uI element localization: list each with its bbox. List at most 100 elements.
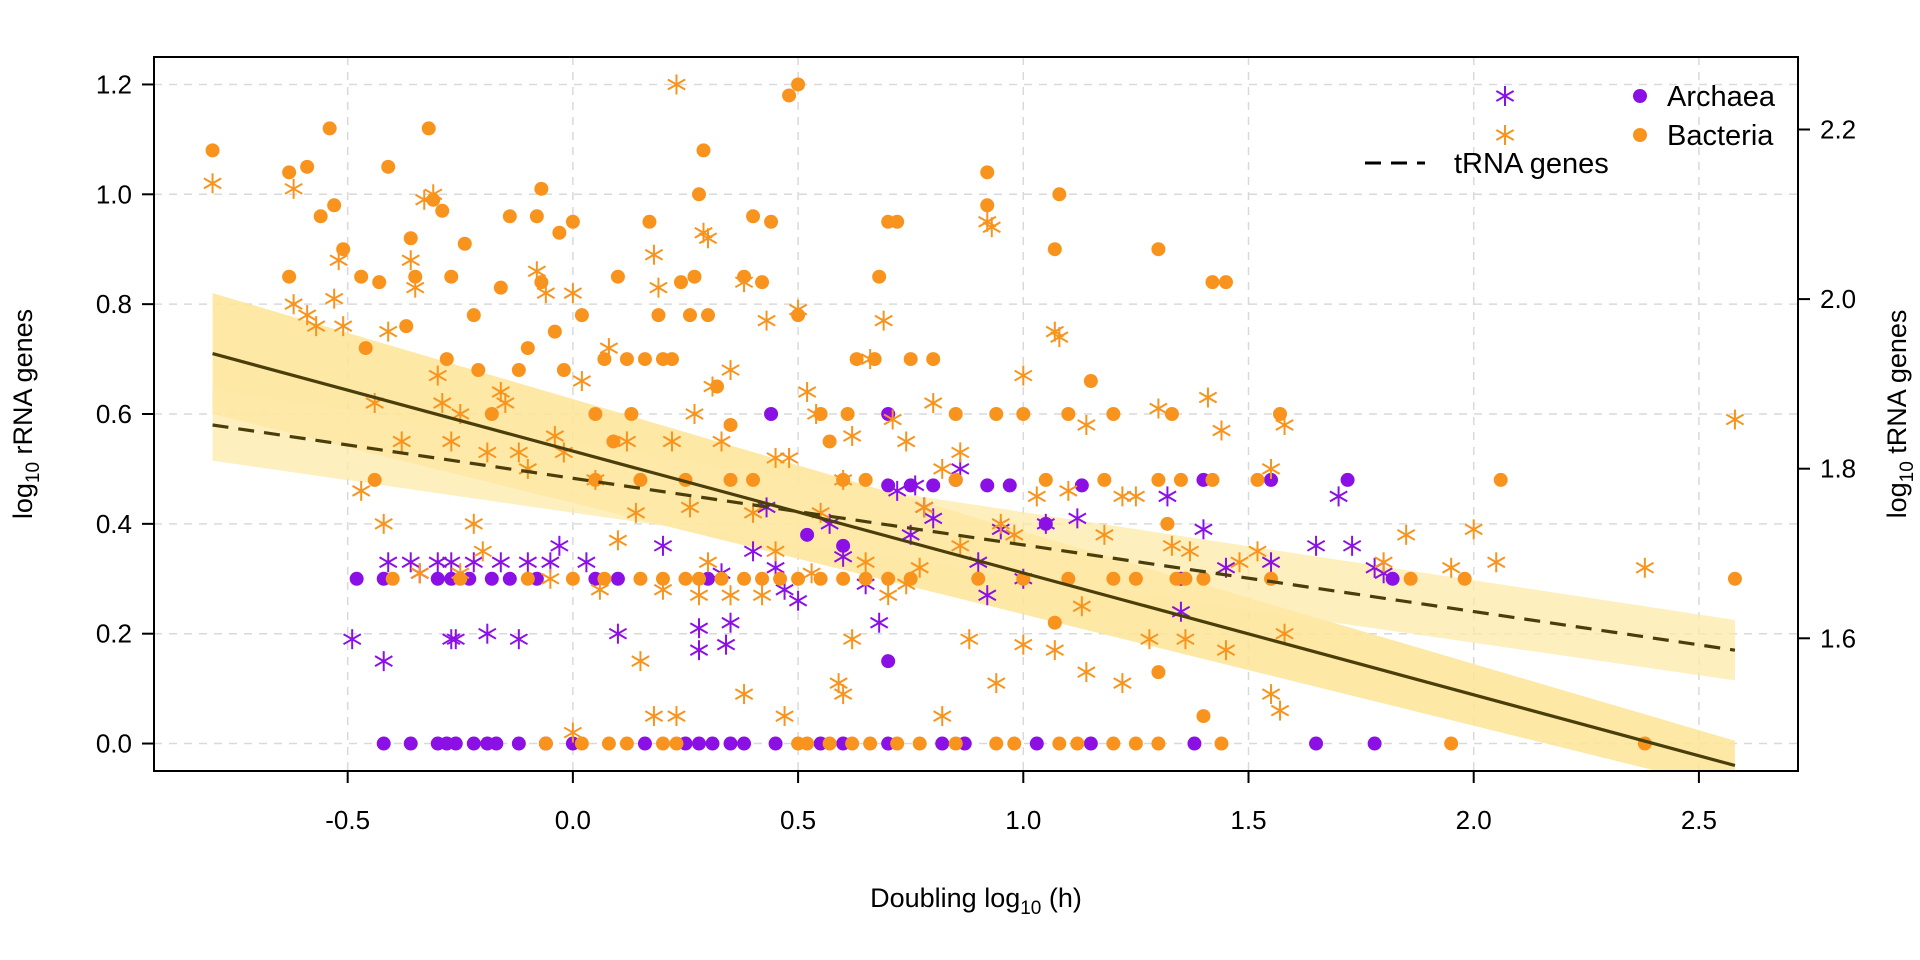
bacteria-asterisk-point xyxy=(883,409,902,430)
bacteria-circle-point xyxy=(1493,472,1508,487)
bacteria-asterisk-point xyxy=(1162,535,1182,556)
bacteria-circle-point xyxy=(1403,571,1418,586)
bacteria-asterisk-point xyxy=(1396,524,1416,545)
bacteria-circle-point xyxy=(547,324,562,339)
bacteria-asterisk-point xyxy=(721,360,740,381)
bacteria-circle-point xyxy=(534,181,549,196)
bacteria-asterisk-point xyxy=(721,585,740,606)
bacteria-asterisk-point xyxy=(536,283,556,304)
archaea-asterisk-point xyxy=(442,552,461,573)
archaea-circle-point xyxy=(768,736,783,751)
archaea-asterisk-point xyxy=(1158,486,1177,507)
bacteria-circle-point xyxy=(948,407,963,421)
legend-trna-label: tRNA genes xyxy=(1454,148,1609,180)
bacteria-circle-point xyxy=(1151,665,1166,680)
bacteria-asterisk-point xyxy=(284,178,303,199)
archaea-circle-point xyxy=(349,571,364,586)
bacteria-circle-point xyxy=(858,472,873,487)
bacteria-asterisk-point xyxy=(1275,414,1294,435)
legend-bacteria-circle-icon xyxy=(1633,128,1647,142)
bacteria-asterisk-point xyxy=(915,497,934,518)
bacteria-asterisk-point xyxy=(806,404,826,424)
bacteria-circle-point xyxy=(858,571,873,586)
bacteria-asterisk-point xyxy=(1050,327,1069,348)
y-tick-label: 0.4 xyxy=(96,509,132,539)
archaea-circle-point xyxy=(489,736,504,751)
archaea-asterisk-point xyxy=(833,546,853,567)
bacteria-circle-point xyxy=(764,214,779,229)
bacteria-asterisk-point xyxy=(1374,552,1393,573)
archaea-circle-point xyxy=(484,571,499,586)
bacteria-circle-point xyxy=(574,308,589,323)
bacteria-circle-point xyxy=(574,736,589,751)
bacteria-circle-point xyxy=(282,165,297,180)
bacteria-asterisk-point xyxy=(590,579,610,600)
bacteria-circle-point xyxy=(403,231,418,246)
bacteria-circle-point xyxy=(755,275,770,290)
bacteria-circle-point xyxy=(1178,571,1193,586)
archaea-circle-point xyxy=(502,571,517,586)
y-tick-label: 1.2 xyxy=(96,69,132,99)
bacteria-asterisk-point xyxy=(541,568,560,589)
bacteria-asterisk-point xyxy=(1126,486,1146,507)
archaea-circle-point xyxy=(466,736,481,751)
archaea-asterisk-point xyxy=(1329,486,1348,507)
bacteria-circle-point xyxy=(457,236,472,251)
bacteria-circle-point xyxy=(484,407,499,421)
bacteria-asterisk-point xyxy=(433,393,452,414)
bacteria-asterisk-point xyxy=(1464,519,1483,540)
bacteria-circle-point xyxy=(948,472,963,487)
y2-tick-label: 2.2 xyxy=(1820,115,1856,145)
y2-tick-label: 2.0 xyxy=(1820,284,1856,314)
bacteria-circle-point xyxy=(849,352,864,367)
legend-bacteria-label: Bacteria xyxy=(1667,120,1774,152)
bacteria-circle-point xyxy=(205,143,220,158)
archaea-asterisk-point xyxy=(446,629,465,650)
x-tick-label: 0.0 xyxy=(555,805,591,835)
bacteria-circle-point xyxy=(619,736,634,751)
bacteria-asterisk-point xyxy=(379,321,398,342)
bacteria-asterisk-point xyxy=(982,217,1001,238)
x-tick-label: 2.5 xyxy=(1681,805,1717,835)
bacteria-asterisk-point xyxy=(563,283,583,304)
bacteria-circle-point xyxy=(1007,736,1022,751)
bacteria-asterisk-point xyxy=(545,425,565,446)
legend-archaea-label: Archaea xyxy=(1667,81,1776,113)
bacteria-circle-point xyxy=(588,407,603,421)
bacteria-asterisk-point xyxy=(392,431,411,452)
bacteria-asterisk-point xyxy=(644,244,664,265)
bacteria-asterisk-point xyxy=(752,585,772,606)
bacteria-asterisk-point xyxy=(203,173,222,194)
bacteria-asterisk-point xyxy=(325,288,344,309)
bacteria-circle-point xyxy=(538,736,553,751)
bacteria-asterisk-point xyxy=(712,431,731,452)
archaea-circle-point xyxy=(881,478,896,493)
y2-tick-label: 1.8 xyxy=(1820,454,1856,484)
legend-archaea-circle-mark xyxy=(1633,89,1647,103)
bacteria-asterisk-point xyxy=(1487,552,1506,573)
bacteria-asterisk-point xyxy=(1045,321,1064,342)
bacteria-circle-point xyxy=(872,269,887,284)
bacteria-circle-point xyxy=(791,571,806,586)
bacteria-circle-point xyxy=(633,472,648,487)
bacteria-asterisk-point xyxy=(1180,541,1200,562)
bacteria-asterisk-point xyxy=(1045,640,1064,661)
bacteria-circle-point xyxy=(633,571,648,586)
bacteria-circle-point xyxy=(597,352,612,367)
bacteria-asterisk-point xyxy=(1248,541,1267,562)
bacteria-circle-point xyxy=(354,269,369,284)
bacteria-circle-point xyxy=(714,571,729,586)
bacteria-asterisk-point xyxy=(491,382,510,403)
bacteria-asterisk-point xyxy=(910,557,929,578)
archaea-asterisk-point xyxy=(374,651,393,672)
bacteria-asterisk-point xyxy=(662,431,682,452)
y-tick-label: 0.8 xyxy=(96,289,132,319)
archaea-asterisk-point xyxy=(491,552,510,573)
bacteria-circle-point xyxy=(678,571,693,586)
legend-archaea-asterisk-icon xyxy=(1495,86,1515,106)
bacteria-asterisk-point xyxy=(644,706,664,727)
bacteria-asterisk-point xyxy=(991,513,1010,534)
bacteria-asterisk-point xyxy=(1275,623,1294,644)
bacteria-asterisk-point xyxy=(464,513,483,534)
